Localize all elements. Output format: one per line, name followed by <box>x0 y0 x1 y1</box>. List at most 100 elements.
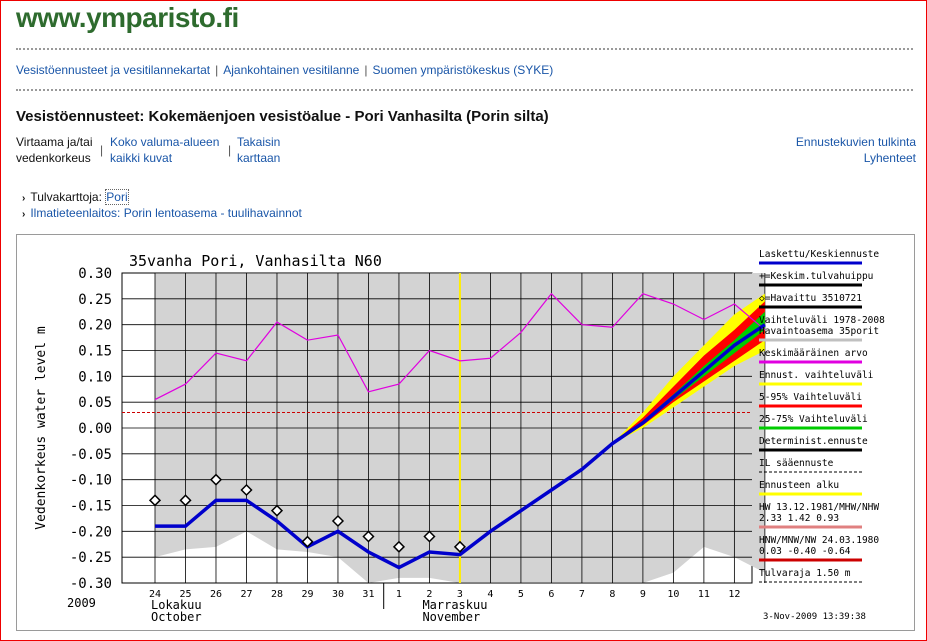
link-forecast-interpretation[interactable]: Ennustekuvien tulkinta <box>795 135 916 149</box>
list-item: › Ilmatieteenlaitos: Porin lentoasema - t… <box>22 206 302 222</box>
subnav-link-back-to-map-line1: Takaisin <box>237 135 281 149</box>
y-tick-label: -0.20 <box>70 524 112 540</box>
top-navigation: Vesistöennusteet ja vesitilannekartat | Aj… <box>16 63 553 77</box>
subnav-current-line2: vedenkorkeus <box>16 151 91 165</box>
weather-observations-link[interactable]: Ilmatieteenlaitos: Porin lentoasema - tu… <box>30 206 302 220</box>
list-item: › Tulvakarttoja: Pori <box>22 189 302 206</box>
subnav-link-back-to-map-line2: karttaan <box>237 151 281 165</box>
x-tick-label: 10 <box>667 589 679 600</box>
x-tick-label: 11 <box>698 589 710 600</box>
x-tick-label: 8 <box>609 589 615 600</box>
y-tick-label: 0.15 <box>78 344 112 360</box>
y-tick-label: -0.15 <box>70 499 112 515</box>
mean-value-line <box>154 292 766 401</box>
x-tick-label: 3 <box>457 589 463 600</box>
year-label: 2009 <box>67 596 96 610</box>
x-tick-label: 5 <box>518 589 524 600</box>
bullet-arrow-icon: › <box>22 193 26 204</box>
observed-point <box>362 530 375 543</box>
observed-point <box>301 535 314 548</box>
subnav-current: Virtaama ja/tai vedenkorkeus <box>16 134 92 166</box>
site-logo[interactable]: www.ymparisto.fi <box>16 2 239 33</box>
subnav-link-all-images-line2: kaikki kuvat <box>110 151 173 165</box>
nav-link-syke[interactable]: Suomen ympäristökeskus (SYKE) <box>372 63 554 77</box>
forecast-chart-svg: 0.30 0.25 0.20 0.15 0.10 0.05 0.00 -0.05 -0.10 -0… <box>34 249 885 624</box>
observed-point <box>331 514 345 528</box>
y-tick-label: -0.05 <box>70 447 112 463</box>
bullet-arrow-icon: › <box>22 209 26 220</box>
bullet-list: › Tulvakarttoja: Pori › Ilmatieteenlaitos:… <box>22 189 302 222</box>
y-tick-label: 0.25 <box>78 292 112 308</box>
x-tick-label: 7 <box>579 589 585 600</box>
x-tick-label: 6 <box>548 589 554 600</box>
legend-label: HNW/MNW/NW 24.03.1980 <box>759 535 879 546</box>
y-tick-label: 0.30 <box>78 266 112 282</box>
dotted-divider <box>16 48 913 50</box>
subnav-separator: | <box>100 143 104 157</box>
y-tick-label: 0.00 <box>78 421 112 437</box>
month-label-en: November <box>422 610 480 624</box>
page-title: Vesistöennusteet: Kokemäenjoen vesistöal… <box>16 108 549 125</box>
month-label-en: October <box>151 610 202 624</box>
flood-map-link-pori[interactable]: Pori <box>105 189 129 205</box>
x-tick-label: 30 <box>332 589 344 600</box>
x-tick-label: 24 <box>149 589 161 600</box>
x-tick-label: 27 <box>240 589 252 600</box>
forecast-band-yellow <box>612 293 765 444</box>
x-tick-label: 4 <box>487 589 493 600</box>
month-label-fi: Lokakuu <box>151 598 202 612</box>
subnav-link-back-to-map[interactable]: Takaisin karttaan <box>237 134 280 166</box>
legend-label: Determinist.ennuste <box>759 436 868 447</box>
x-tick-label: 28 <box>271 589 283 600</box>
dotted-divider <box>16 89 913 91</box>
legend-label: Ennust. vaihteluväli <box>759 370 874 381</box>
timestamp: 3-Nov-2009 13:39:38 <box>763 612 866 622</box>
legend-label: IL sääennuste <box>759 458 834 469</box>
computed-forecast-line <box>155 323 766 570</box>
observed-point <box>453 540 466 553</box>
legend-label: Vaihteluväli 1978-2008 <box>759 315 885 326</box>
subnav-current-line1: Virtaama ja/tai <box>16 135 93 149</box>
legend-label: 2.33 1.42 0.93 <box>759 513 839 524</box>
y-tick-label: 0.05 <box>78 395 112 411</box>
observed-point <box>270 504 284 517</box>
y-tick-label: 0.10 <box>78 369 112 385</box>
legend-label: Havaintoasema 35porit <box>759 326 879 337</box>
x-tick-label: 31 <box>362 589 374 600</box>
y-axis-label: Vedenkorkeus water level m <box>34 326 49 530</box>
x-tick-label: 25 <box>179 589 191 600</box>
y-tick-label: -0.30 <box>70 576 112 592</box>
x-tick-label: 26 <box>210 589 222 600</box>
legend-label: Keskimääräinen arvo <box>759 348 868 359</box>
forecast-chart: 0.30 0.25 0.20 0.15 0.10 0.05 0.00 -0.05 -0.10 -0… <box>16 234 915 631</box>
nav-link-forecasts[interactable]: Vesistöennusteet ja vesitilannekartat <box>16 63 211 77</box>
nav-link-current-situation[interactable]: Ajankohtainen vesitilanne <box>223 63 360 77</box>
x-tick-label: 12 <box>728 589 740 600</box>
flood-maps-label: Tulvakarttoja: <box>30 190 102 204</box>
observed-point <box>392 540 406 553</box>
observed-point <box>179 494 192 507</box>
legend-label: Ennusteen alku <box>759 480 839 491</box>
chart-title: 35vanha Pori, Vanhasilta N60 <box>129 252 382 270</box>
observed-point <box>148 494 162 507</box>
y-tick-label: -0.25 <box>70 550 112 566</box>
legend-label: 25-75% Vaihteluväli <box>759 414 868 425</box>
subnav-link-all-images[interactable]: Koko valuma-alueen kaikki kuvat <box>110 134 219 166</box>
x-tick-label: 1 <box>396 589 402 600</box>
observed-point <box>423 530 436 543</box>
month-label-fi: Marraskuu <box>422 598 487 612</box>
legend-label: 5-95% Vaihteluväli <box>759 392 862 403</box>
right-links: Ennustekuvien tulkinta Lyhenteet <box>796 134 916 166</box>
subnav-link-all-images-line1: Koko valuma-alueen <box>110 135 220 149</box>
legend-label: 0.03 -0.40 -0.64 <box>759 546 851 557</box>
observed-point <box>240 483 253 497</box>
legend-label: HW 13.12.1981/MHW/NHW <box>759 502 879 513</box>
nav-separator: | <box>215 63 219 77</box>
x-tick-label: 2 <box>426 589 432 600</box>
forecast-band-red <box>612 301 765 444</box>
legend-label: +=Keskim.tulvahuippu <box>759 271 873 282</box>
link-abbreviations[interactable]: Lyhenteet <box>863 151 916 165</box>
observed-point <box>209 473 223 486</box>
legend-label: ◇=Havaittu 3510721 <box>759 293 862 304</box>
subnav-separator: | <box>228 143 232 157</box>
